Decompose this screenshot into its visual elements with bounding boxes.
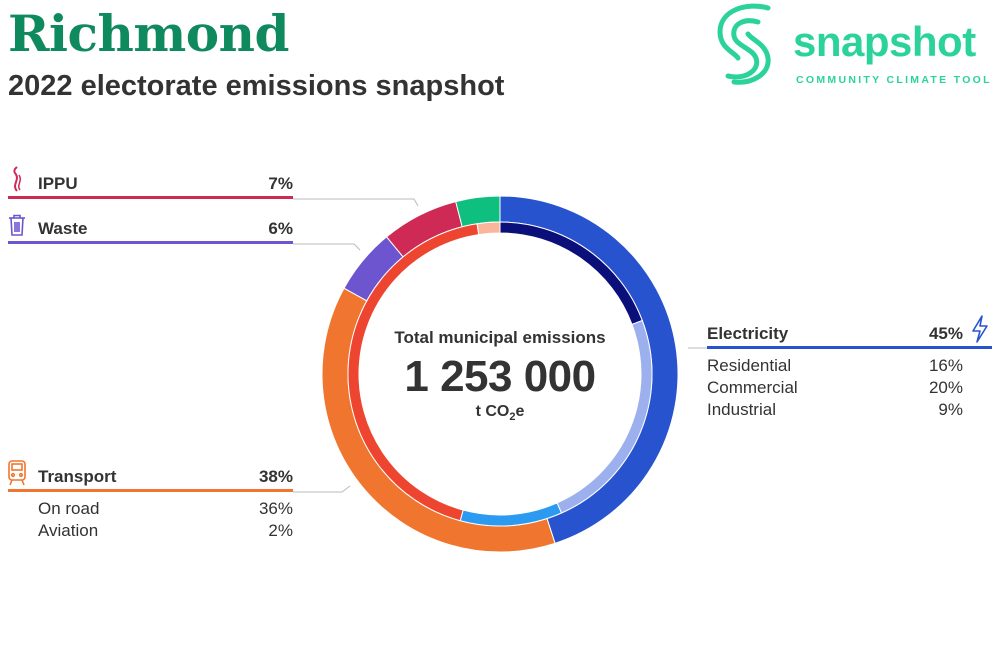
electricity-sub-industrial: Industrial 9% bbox=[707, 400, 963, 419]
ippu-percent: 7% bbox=[268, 174, 293, 193]
slice-aviation bbox=[476, 221, 501, 236]
ippu-underline bbox=[8, 196, 293, 199]
electricity-percent: 45% bbox=[928, 324, 963, 343]
ippu-category: IPPU 7% bbox=[8, 174, 293, 199]
total-value: 1 253 000 bbox=[404, 352, 596, 401]
total-caption: Total municipal emissions bbox=[394, 328, 606, 347]
train-icon bbox=[8, 460, 26, 486]
transport-sub-onroad: On road 36% bbox=[38, 499, 293, 518]
subsector-ring bbox=[347, 221, 653, 527]
electricity-label: Electricity bbox=[707, 324, 789, 343]
waste-category: Waste 6% bbox=[8, 219, 293, 244]
electricity-sub-commercial: Commercial 20% bbox=[707, 378, 963, 397]
transport-percent: 38% bbox=[258, 467, 293, 486]
transport-category: Transport 38% On road 36% Aviation 2% bbox=[8, 467, 293, 542]
transport-sub-aviation: Aviation 2% bbox=[38, 521, 293, 540]
fingerprint-s-icon bbox=[717, 3, 771, 85]
waste-leader bbox=[293, 243, 361, 251]
lightning-icon bbox=[972, 315, 988, 343]
electricity-sub-residential: Residential 16% bbox=[707, 356, 963, 375]
waste-percent: 6% bbox=[268, 219, 293, 238]
total-unit: t CO2e bbox=[475, 403, 525, 424]
electricity-category: Electricity 45% Residential 16% Commerci… bbox=[707, 324, 992, 421]
leader-lines bbox=[293, 198, 707, 493]
ippu-label: IPPU bbox=[38, 174, 78, 193]
logo-wordmark: snapshot bbox=[793, 18, 976, 65]
trash-bin-icon bbox=[9, 214, 25, 236]
logo-tagline: COMMUNITY CLIMATE TOOL bbox=[796, 74, 992, 86]
smoke-icon bbox=[13, 166, 22, 192]
waste-underline bbox=[8, 241, 293, 244]
page-subtitle: 2022 electorate emissions snapshot bbox=[8, 70, 505, 102]
electricity-underline bbox=[707, 346, 992, 349]
transport-label: Transport bbox=[38, 467, 117, 486]
transport-underline bbox=[8, 489, 293, 492]
transport-leader bbox=[293, 485, 351, 493]
ippu-leader bbox=[293, 198, 419, 207]
page-title: Richmond bbox=[8, 4, 289, 63]
waste-label: Waste bbox=[38, 219, 88, 238]
